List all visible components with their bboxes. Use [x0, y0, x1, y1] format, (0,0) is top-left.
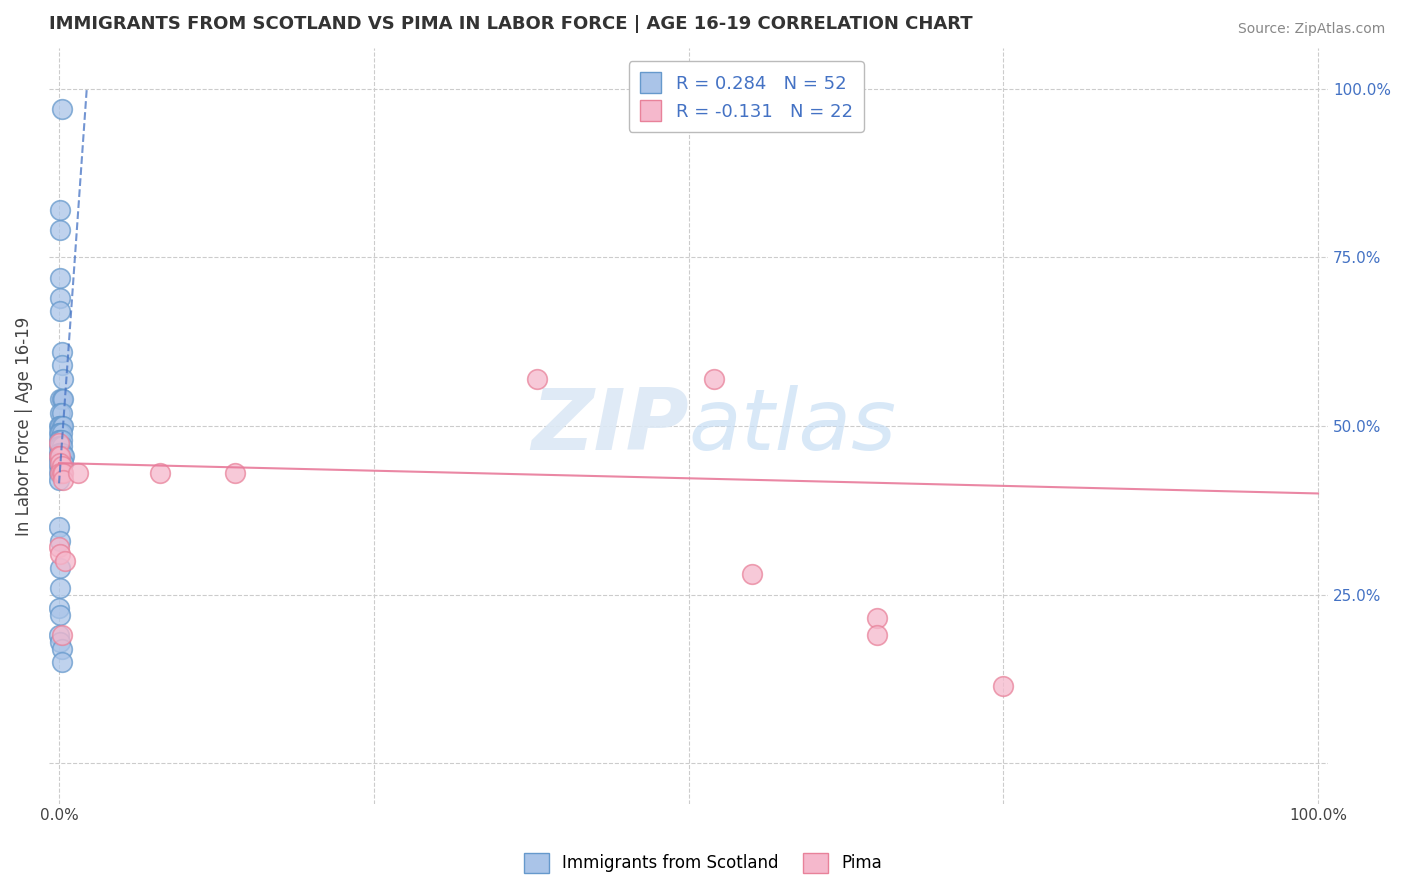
- Point: [49, 456, 72, 470]
- Point: [51, 628, 73, 642]
- Point: [52, 473, 75, 487]
- Point: [51, 655, 73, 669]
- Point: [526, 372, 548, 386]
- Point: [49, 304, 72, 318]
- Point: [49, 425, 72, 440]
- Point: [48, 459, 70, 474]
- Point: [49, 223, 72, 237]
- Point: [51, 459, 73, 474]
- Point: [49, 433, 72, 447]
- Point: [49, 270, 72, 285]
- Point: [49, 467, 72, 481]
- Point: [48, 601, 70, 615]
- Point: [866, 611, 889, 625]
- Point: [53, 554, 76, 568]
- Point: [49, 446, 72, 460]
- Point: [51, 392, 73, 406]
- Y-axis label: In Labor Force | Age 16-19: In Labor Force | Age 16-19: [15, 317, 32, 536]
- Point: [48, 446, 70, 460]
- Point: [48, 433, 70, 447]
- Point: [703, 372, 725, 386]
- Point: [48, 628, 70, 642]
- Text: IMMIGRANTS FROM SCOTLAND VS PIMA IN LABOR FORCE | AGE 16-19 CORRELATION CHART: IMMIGRANTS FROM SCOTLAND VS PIMA IN LABO…: [49, 15, 973, 33]
- Point: [49, 452, 72, 467]
- Point: [49, 392, 72, 406]
- Point: [740, 567, 762, 582]
- Point: [48, 520, 70, 534]
- Point: [51, 467, 73, 481]
- Point: [49, 203, 72, 218]
- Point: [48, 439, 70, 453]
- Point: [49, 450, 72, 464]
- Point: [49, 547, 72, 561]
- Text: atlas: atlas: [689, 384, 897, 467]
- Text: ZIP: ZIP: [531, 384, 689, 467]
- Point: [66, 467, 89, 481]
- Point: [52, 372, 75, 386]
- Point: [48, 452, 70, 467]
- Point: [48, 450, 70, 464]
- Point: [149, 467, 172, 481]
- Point: [224, 467, 246, 481]
- Point: [49, 560, 72, 574]
- Point: [49, 533, 72, 548]
- Point: [52, 467, 75, 481]
- Point: [52, 419, 75, 434]
- Point: [51, 446, 73, 460]
- Point: [49, 405, 72, 419]
- Point: [48, 473, 70, 487]
- Point: [51, 344, 73, 359]
- Point: [49, 459, 72, 474]
- Point: [51, 405, 73, 419]
- Point: [51, 439, 73, 453]
- Point: [53, 450, 76, 464]
- Point: [51, 359, 73, 373]
- Point: [51, 641, 73, 656]
- Point: [48, 541, 70, 555]
- Point: [49, 450, 72, 464]
- Point: [49, 467, 72, 481]
- Text: Source: ZipAtlas.com: Source: ZipAtlas.com: [1237, 22, 1385, 37]
- Point: [48, 436, 70, 450]
- Point: [49, 439, 72, 453]
- Point: [48, 425, 70, 440]
- Point: [52, 450, 75, 464]
- Point: [49, 419, 72, 434]
- Point: [49, 291, 72, 305]
- Point: [51, 425, 73, 440]
- Point: [52, 392, 75, 406]
- Point: [49, 635, 72, 649]
- Point: [52, 456, 75, 470]
- Legend: Immigrants from Scotland, Pima: Immigrants from Scotland, Pima: [517, 847, 889, 880]
- Point: [48, 467, 70, 481]
- Point: [48, 450, 70, 464]
- Legend: R = 0.284   N = 52, R = -0.131   N = 22: R = 0.284 N = 52, R = -0.131 N = 22: [628, 62, 863, 132]
- Point: [51, 419, 73, 434]
- Point: [49, 581, 72, 595]
- Point: [993, 679, 1015, 693]
- Point: [48, 419, 70, 434]
- Point: [51, 102, 73, 116]
- Point: [866, 628, 889, 642]
- Point: [49, 607, 72, 622]
- Point: [51, 433, 73, 447]
